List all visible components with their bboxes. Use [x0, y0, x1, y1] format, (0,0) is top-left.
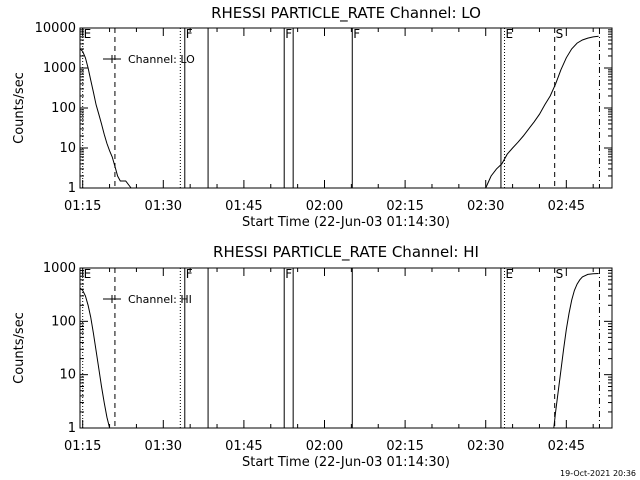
panel2-marker-label-s: S — [556, 267, 564, 281]
panel1-x-tick-label: 01:30 — [145, 199, 182, 214]
panel1-marker-label-f: F — [285, 27, 292, 41]
panel2-x-tick-label: 01:15 — [64, 439, 101, 454]
panel1-marker-label-f: F — [353, 27, 360, 41]
panel1-legend-label: Channel: LO — [128, 53, 195, 66]
panel1-series-line — [79, 48, 132, 189]
panel2-x-tick-label: 02:45 — [548, 439, 585, 454]
panel2-y-tick-label: 1 — [68, 421, 76, 436]
panel2-y-tick-label: 10 — [59, 368, 76, 383]
panel1-y-tick-label: 10 — [59, 141, 76, 156]
panel2-x-tick-label: 02:15 — [386, 439, 423, 454]
panel1-x-axis-label: Start Time (22-Jun-03 01:14:30) — [242, 215, 450, 230]
panel2-x-tick-label: 02:30 — [467, 439, 504, 454]
panel2-plot-frame — [79, 267, 613, 429]
panel1-y-tick-label: 100 — [51, 101, 76, 116]
panel1-x-tick-label: 01:15 — [64, 199, 101, 214]
panel1-x-tick-label: 02:30 — [467, 199, 504, 214]
panel2-series-line — [553, 273, 599, 429]
panel2-legend-label: Channel: HI — [128, 293, 192, 306]
footer-timestamp: 19-Oct-2021 20:36 — [560, 469, 636, 478]
panel1-marker-label-e: E — [84, 27, 92, 41]
panel1-plot-frame — [79, 27, 613, 189]
panel2-marker-label-e: E — [506, 267, 514, 281]
panel2-marker-label-f: F — [186, 267, 193, 281]
panel2-marker-label-f: F — [285, 267, 292, 281]
panel2-y-tick-label: 1000 — [43, 261, 76, 276]
panel2-series-line — [79, 287, 111, 429]
panel2-x-tick-label: 01:45 — [225, 439, 262, 454]
panel1-marker-label-e: E — [506, 27, 514, 41]
panel2-y-tick-label: 100 — [51, 314, 76, 329]
panel1-y-tick-label: 1000 — [43, 61, 76, 76]
panel2-x-tick-label: 02:00 — [306, 439, 343, 454]
panel2-title: RHESSI PARTICLE_RATE Channel: HI — [213, 243, 479, 262]
panel1-y-tick-label: 10000 — [35, 21, 76, 36]
panel1-x-tick-label: 02:15 — [386, 199, 423, 214]
panel1-x-tick-label: 02:45 — [548, 199, 585, 214]
panel1-title: RHESSI PARTICLE_RATE Channel: LO — [211, 4, 481, 23]
panel1-marker-label-s: S — [556, 27, 564, 41]
panel2-x-axis-label: Start Time (22-Jun-03 01:14:30) — [242, 455, 450, 470]
panel1-x-tick-label: 01:45 — [225, 199, 262, 214]
panel1-y-axis-label: Counts/sec — [12, 72, 27, 144]
panel2-y-axis-label: Counts/sec — [12, 312, 27, 384]
panel1-x-tick-label: 02:00 — [306, 199, 343, 214]
panel1-y-tick-label: 1 — [68, 181, 76, 196]
panel1-series-line — [485, 35, 599, 189]
panel2-x-tick-label: 01:30 — [145, 439, 182, 454]
panel1-marker-label-f: F — [186, 27, 193, 41]
panel2-marker-label-e: E — [84, 267, 92, 281]
